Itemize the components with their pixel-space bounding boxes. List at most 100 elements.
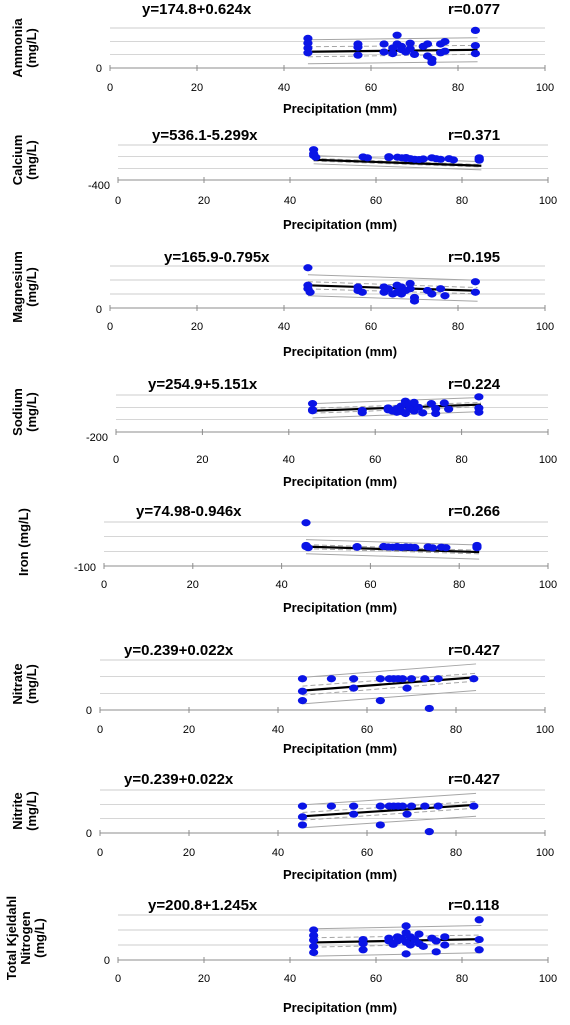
x-tick-label: 40 xyxy=(284,195,296,207)
y-axis-label: Sodium xyxy=(10,388,25,436)
data-point xyxy=(435,155,446,163)
x-tick-label: 80 xyxy=(455,454,467,466)
data-point xyxy=(470,26,480,34)
data-point xyxy=(402,810,412,818)
chart-panel: 0 20 40 60 80 100 0 y=200.8+1.245x r=0.118 Precip… xyxy=(4,896,557,1015)
data-point xyxy=(444,405,454,413)
data-point xyxy=(409,297,420,305)
data-point xyxy=(441,544,451,552)
y-axis-label: (mg/L) xyxy=(24,28,39,68)
x-tick-label: 0 xyxy=(101,579,107,591)
x-tick-label: 20 xyxy=(198,973,210,985)
y-tick-label: 0 xyxy=(96,304,102,316)
x-axis-label: Precipitation (mm) xyxy=(283,474,397,489)
data-point xyxy=(309,948,319,957)
prediction-band xyxy=(313,952,482,957)
data-point xyxy=(301,519,311,527)
x-axis-label: Precipitation (mm) xyxy=(283,741,397,756)
prediction-band xyxy=(307,37,478,41)
x-tick-label: 60 xyxy=(361,724,373,736)
data-point xyxy=(427,290,437,298)
chart-panel: 0 20 40 60 80 100 0 y=165.9-0.795x r=0.195 Precip… xyxy=(10,249,554,359)
x-tick-label: 60 xyxy=(361,847,373,859)
data-point xyxy=(357,408,367,417)
data-point xyxy=(297,802,308,810)
prediction-band xyxy=(312,396,482,405)
data-point xyxy=(305,288,315,296)
data-point xyxy=(307,400,318,408)
y-axis-label: Nitrite xyxy=(10,792,25,830)
data-point xyxy=(392,31,402,39)
data-point xyxy=(379,48,389,56)
data-point xyxy=(474,946,484,954)
x-tick-label: 100 xyxy=(539,579,557,591)
data-point xyxy=(358,940,368,948)
y-tick-label: -400 xyxy=(88,180,110,192)
data-point xyxy=(309,936,319,944)
data-point xyxy=(309,942,319,950)
data-point xyxy=(470,278,480,286)
data-point xyxy=(357,288,367,296)
data-point xyxy=(309,926,319,934)
x-axis-label: Precipitation (mm) xyxy=(283,600,397,615)
data-point xyxy=(297,687,308,695)
x-tick-label: 60 xyxy=(365,82,377,94)
data-point xyxy=(474,156,484,164)
x-axis-label: Precipitation (mm) xyxy=(283,217,397,232)
data-point xyxy=(375,802,385,810)
x-tick-label: 0 xyxy=(97,724,103,736)
regression-equation: y=536.1-5.299x xyxy=(152,127,258,144)
data-point xyxy=(303,49,313,57)
data-point xyxy=(297,813,308,821)
x-tick-label: 80 xyxy=(450,724,462,736)
data-point xyxy=(440,292,450,300)
data-point xyxy=(474,916,484,924)
y-tick-label: 0 xyxy=(86,705,92,717)
x-tick-label: 0 xyxy=(113,454,119,466)
regression-line xyxy=(302,803,477,818)
data-point xyxy=(414,930,424,938)
data-point xyxy=(405,941,415,949)
x-tick-label: 80 xyxy=(456,195,468,207)
x-tick-label: 20 xyxy=(183,724,195,736)
confidence-band xyxy=(302,800,477,813)
x-tick-label: 0 xyxy=(107,82,113,94)
x-axis-label: Precipitation (mm) xyxy=(283,1000,397,1015)
data-point xyxy=(375,697,385,705)
y-tick-label: -200 xyxy=(86,432,108,444)
prediction-band xyxy=(302,815,477,829)
data-point xyxy=(420,675,430,683)
x-tick-label: 0 xyxy=(115,195,121,207)
x-tick-label: 20 xyxy=(198,195,210,207)
regression-equation: y=165.9-0.795x xyxy=(164,249,270,266)
correlation-label: r=0.427 xyxy=(448,771,500,788)
data-point xyxy=(470,50,480,58)
y-tick-label: 0 xyxy=(104,955,110,967)
y-axis-label: (mg/L) xyxy=(32,918,47,958)
x-tick-label: 60 xyxy=(369,454,381,466)
data-point xyxy=(349,675,359,683)
x-tick-label: 60 xyxy=(364,579,376,591)
x-tick-label: 20 xyxy=(191,321,203,333)
data-point xyxy=(427,58,437,66)
y-axis-label: Ammonia xyxy=(10,18,25,78)
data-point xyxy=(448,156,458,164)
data-point xyxy=(383,285,393,293)
correlation-label: r=0.266 xyxy=(448,503,500,520)
data-point xyxy=(362,154,372,162)
correlation-label: r=0.371 xyxy=(448,127,500,144)
data-point xyxy=(424,828,434,836)
confidence-band xyxy=(302,807,477,821)
data-point xyxy=(440,941,450,949)
data-point xyxy=(398,802,408,810)
x-tick-label: 40 xyxy=(278,321,290,333)
x-axis-label: Precipitation (mm) xyxy=(283,867,397,882)
regression-line xyxy=(313,158,482,167)
data-point xyxy=(297,697,308,705)
data-point xyxy=(375,821,385,829)
data-point xyxy=(424,704,434,713)
x-axis-label: Precipitation (mm) xyxy=(283,344,397,359)
prediction-band xyxy=(306,539,480,546)
data-point xyxy=(431,937,441,945)
data-point xyxy=(410,543,420,552)
